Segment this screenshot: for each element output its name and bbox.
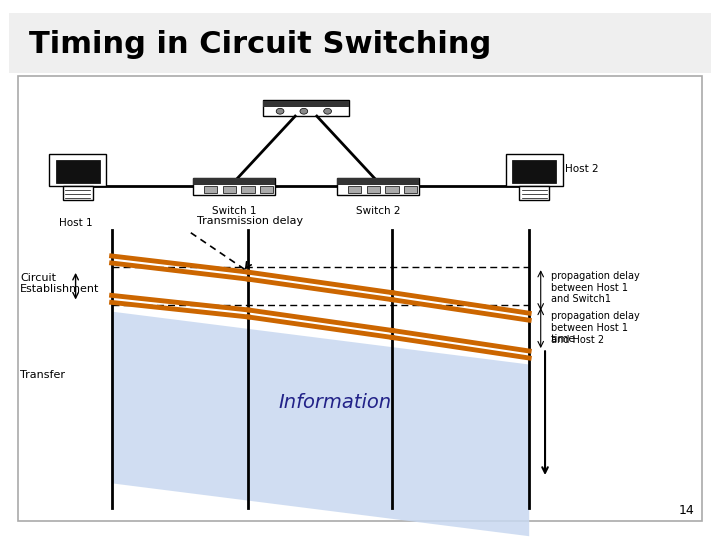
Text: Circuit
Establishment: Circuit Establishment — [20, 273, 99, 294]
Bar — [9, 14, 711, 73]
Bar — [74, 186, 81, 187]
Text: Host 2: Host 2 — [565, 164, 599, 174]
Bar — [263, 100, 349, 107]
Bar — [385, 186, 399, 193]
Text: Host 1: Host 1 — [59, 218, 92, 228]
Bar — [18, 76, 702, 521]
Bar — [222, 186, 236, 193]
Text: Transmission delay: Transmission delay — [197, 216, 302, 226]
Text: 14: 14 — [679, 504, 695, 517]
Bar — [348, 186, 361, 193]
Text: Timing in Circuit Switching: Timing in Circuit Switching — [29, 30, 491, 59]
Bar — [531, 186, 538, 187]
Bar — [366, 186, 380, 193]
Bar — [49, 154, 107, 186]
Bar — [337, 178, 419, 185]
Bar — [519, 186, 549, 200]
Circle shape — [300, 109, 307, 114]
Bar — [513, 160, 556, 183]
Text: Switch 2: Switch 2 — [356, 206, 400, 217]
Text: Switch 1: Switch 1 — [212, 206, 256, 217]
Text: Information: Information — [278, 393, 392, 413]
Text: propagation delay
between Host 1
and Switch1: propagation delay between Host 1 and Swi… — [551, 271, 639, 304]
Text: time: time — [551, 334, 576, 344]
Bar — [56, 160, 99, 183]
Text: Transfer: Transfer — [20, 370, 65, 380]
Bar — [263, 100, 349, 116]
Text: propagation delay
between Host 1
and Host 2: propagation delay between Host 1 and Hos… — [551, 312, 639, 345]
Circle shape — [324, 109, 331, 114]
Bar — [193, 178, 275, 185]
Bar — [505, 154, 563, 186]
Bar — [193, 178, 275, 195]
Circle shape — [276, 109, 284, 114]
Bar — [260, 186, 274, 193]
Polygon shape — [112, 312, 529, 536]
Bar — [241, 186, 255, 193]
Bar — [337, 178, 419, 195]
Bar — [204, 186, 217, 193]
Bar — [63, 186, 93, 200]
Bar — [404, 186, 418, 193]
